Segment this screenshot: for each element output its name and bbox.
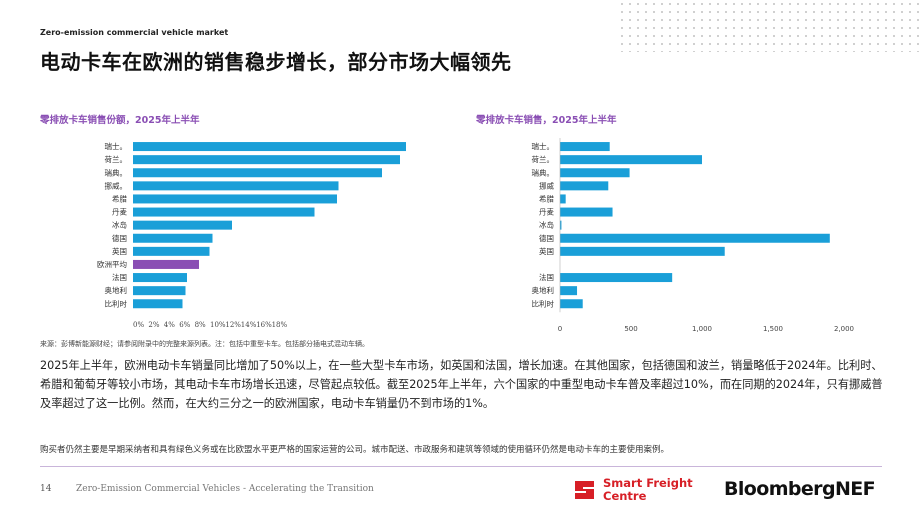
bar: [560, 273, 673, 283]
category-label: 奥地利: [105, 285, 128, 295]
tick-label: 0: [558, 325, 562, 333]
smart-freight-centre-logo: Smart Freight Centre: [574, 476, 704, 504]
body-paragraph: 2025年上半年，欧洲电动卡车销量同比增加了50%以上，在一些大型卡车市场，如英…: [40, 359, 883, 410]
bar: [560, 207, 613, 217]
bar: [133, 233, 213, 243]
tick-label: 8%: [195, 321, 206, 329]
category-label: 希腊: [112, 193, 127, 203]
category-label: 荷兰。: [532, 154, 555, 164]
bar: [133, 181, 339, 191]
section-kicker: Zero-emission commercial vehicle market: [40, 28, 229, 37]
bar-highlight: [133, 259, 199, 269]
category-label: 冰岛: [539, 220, 554, 230]
tick-label: 16%: [256, 321, 272, 329]
bar: [133, 220, 232, 230]
footer-divider: [40, 466, 882, 467]
bar: [133, 142, 406, 152]
category-label: 瑞典。: [532, 167, 555, 177]
sfc-logo-line-1: Smart Freight: [603, 476, 693, 490]
category-label: 比利时: [105, 298, 128, 308]
bar: [133, 273, 187, 283]
tick-label: 2,000: [834, 325, 854, 333]
bar: [560, 299, 583, 309]
page-title: 电动卡车在欧洲的销售稳步增长，部分市场大幅领先: [40, 50, 512, 74]
tick-label: 6%: [179, 321, 190, 329]
category-label: 希腊: [539, 193, 554, 203]
category-label: 欧洲平均: [97, 259, 127, 269]
tick-label: 0%: [133, 321, 144, 329]
buyers-note: 购买者仍然主要是早期采纳者和具有绿色义务或在比欧盟水平更严格的国家运营的公司。城…: [40, 445, 670, 455]
chart-share-title: 零排放卡车销售份额，2025年上半年: [40, 115, 200, 126]
category-label: 瑞士。: [105, 141, 128, 151]
bar: [133, 286, 186, 296]
tick-label: 500: [624, 325, 637, 333]
tick-label: 2%: [148, 321, 159, 329]
sfc-logo-line-2: Centre: [603, 488, 647, 503]
category-label: 瑞典。: [105, 167, 128, 177]
source-note: 来源：彭博新能源财经；请参阅附录中的完整来源列表。注：包括中重型卡车。包括部分插…: [40, 340, 369, 348]
tick-label: 18%: [272, 321, 288, 329]
category-label: 瑞士。: [532, 141, 555, 151]
category-label: 法国: [539, 272, 554, 282]
category-label: 德国: [539, 233, 554, 243]
tick-label: 4%: [164, 321, 175, 329]
bar: [560, 155, 702, 165]
category-label: 法国: [112, 272, 127, 282]
category-label: 德国: [112, 233, 127, 243]
category-label: 丹麦: [539, 207, 554, 217]
chart-sales-title: 零排放卡车销售，2025年上半年: [476, 115, 617, 126]
category-label: 丹麦: [112, 207, 127, 217]
bar: [133, 299, 183, 309]
page-number: 14: [40, 484, 52, 494]
category-label: 荷兰。: [105, 154, 128, 164]
tick-label: 10%: [210, 321, 226, 329]
category-label: 比利时: [532, 298, 555, 308]
category-label: 奥地利: [532, 285, 555, 295]
category-label: 英国: [539, 246, 554, 256]
bar: [560, 233, 830, 243]
bar: [560, 246, 725, 256]
tick-label: 12%: [225, 321, 241, 329]
bar: [133, 168, 382, 178]
decorative-dot-grid: [618, 0, 920, 52]
category-label: 挪威: [539, 180, 554, 190]
bar: [560, 220, 562, 230]
bloombergnef-logo: BloombergNEF: [724, 478, 876, 500]
tick-label: 1,500: [763, 325, 783, 333]
tick-label: 1,000: [692, 325, 712, 333]
bar: [133, 246, 210, 256]
bar: [560, 181, 609, 191]
bar: [560, 286, 578, 296]
category-label: 冰岛: [112, 220, 127, 230]
smart-freight-centre-mark-icon: [575, 481, 594, 499]
category-label: 挪威。: [105, 180, 128, 190]
bar: [133, 207, 315, 217]
bar: [133, 194, 337, 204]
bar: [133, 155, 400, 165]
bar: [560, 194, 566, 204]
tick-label: 14%: [241, 321, 257, 329]
bar: [560, 142, 610, 152]
bar: [560, 168, 630, 178]
report-title: Zero-Emission Commercial Vehicles - Acce…: [76, 484, 374, 494]
category-label: 英国: [112, 246, 127, 256]
